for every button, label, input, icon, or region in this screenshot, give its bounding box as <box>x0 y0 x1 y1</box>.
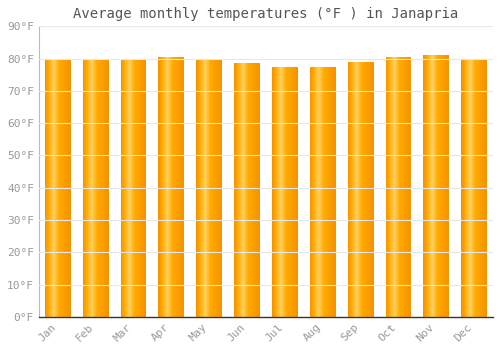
Title: Average monthly temperatures (°F ) in Janapria: Average monthly temperatures (°F ) in Ja… <box>74 7 458 21</box>
